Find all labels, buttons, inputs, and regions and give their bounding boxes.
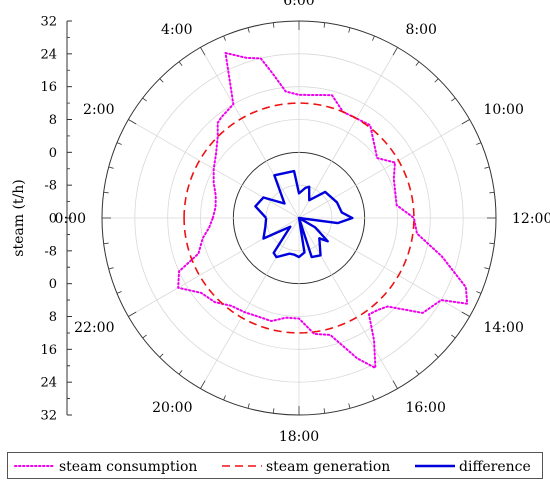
angular-tick (484, 166, 490, 169)
angular-tick (372, 35, 375, 41)
series-2-line (254, 169, 354, 259)
series-0-line (177, 52, 469, 369)
angular-labels: 0:00 2:00 4:00 6:00 8:00 10:00 12:00 14:00 16:00… (55, 0, 550, 445)
radial-tick-label: 0 (49, 212, 57, 227)
series-1-line (183, 102, 415, 334)
hour-label: 22:00 (74, 320, 114, 336)
hour-label: 2:00 (83, 102, 114, 118)
hour-label: 12:00 (512, 211, 550, 227)
legend-label-0: steam consumption (59, 459, 197, 475)
angular-tick (489, 191, 495, 194)
angular-tick (415, 61, 420, 66)
angular-tick (116, 291, 122, 294)
angular-tick (128, 311, 137, 317)
angular-tick (272, 22, 275, 28)
radial-tick-label: 16 (40, 343, 57, 358)
angular-tick (108, 267, 114, 270)
hour-label: 20:00 (152, 400, 192, 416)
radial-tick-label: 0 (49, 277, 57, 292)
angular-tick (159, 353, 164, 358)
hour-label: 4:00 (161, 22, 192, 38)
angular-tick (476, 142, 482, 145)
hour-label: 10:00 (484, 102, 524, 118)
angular-tick (476, 291, 482, 294)
angular-tick (415, 370, 420, 375)
hour-label: 6:00 (283, 0, 314, 9)
radial-tick-label: -8 (44, 244, 57, 259)
angular-tick (159, 78, 164, 83)
angular-tick (223, 395, 226, 401)
angular-tick (434, 353, 439, 358)
grid-spoke (298, 119, 470, 219)
hour-label: 0:00 (55, 211, 86, 227)
angular-tick (434, 78, 439, 83)
grid-spoke (298, 217, 398, 389)
legend-label-1: steam generation (266, 459, 390, 475)
angular-tick (348, 27, 351, 33)
angular-tick (348, 403, 351, 409)
hour-label: 16:00 (406, 400, 446, 416)
angular-tick (128, 119, 137, 125)
angular-tick (247, 403, 250, 409)
angular-tick (461, 311, 470, 317)
radial-tick-label: 32 (40, 15, 57, 30)
radial-tick-label: 32 (40, 409, 57, 424)
angular-tick (461, 119, 470, 125)
angular-tick (247, 27, 250, 33)
angular-tick (108, 166, 114, 169)
angular-tick (272, 408, 275, 414)
radial-tick-label: -8 (44, 179, 57, 194)
radial-tick-label: 24 (40, 376, 57, 391)
angular-tick (178, 370, 183, 375)
angular-tick (372, 395, 375, 401)
angular-tick (451, 334, 456, 339)
radial-tick-label: 8 (49, 113, 57, 128)
angular-tick (451, 97, 456, 102)
radial-tick-label: 8 (49, 310, 57, 325)
radial-axis: 32 24 16 8 0 -8 0 -8 0 8 16 24 32 (40, 15, 72, 424)
angular-tick (103, 191, 109, 194)
angular-tick (200, 47, 206, 56)
radial-tick-label: 0 (49, 146, 57, 161)
grid-spoke (298, 47, 398, 219)
angular-tick (142, 334, 147, 339)
angular-tick (200, 380, 206, 389)
angular-tick (484, 267, 490, 270)
legend-label-2: difference (459, 459, 531, 475)
angular-tick (142, 97, 147, 102)
hour-label: 8:00 (406, 22, 437, 38)
angular-tick (223, 35, 226, 41)
polar-grid (101, 20, 497, 416)
angular-tick (116, 142, 122, 145)
angular-tick (323, 408, 326, 414)
angular-tick (103, 242, 109, 245)
angular-tick (323, 22, 326, 28)
radial-tick-label: 24 (40, 47, 57, 62)
y-axis-title: steam (t/h) (11, 179, 27, 256)
angular-tick (489, 242, 495, 245)
angular-tick (392, 380, 398, 389)
radial-tick-label: 16 (40, 80, 57, 95)
grid-spoke (200, 47, 300, 219)
angular-tick (392, 47, 398, 56)
angular-tick (178, 61, 183, 66)
hour-label: 18:00 (279, 429, 319, 445)
grid-spoke (298, 217, 470, 317)
hour-label: 14:00 (484, 320, 524, 336)
grid-spoke (200, 217, 300, 389)
series-lines (177, 52, 469, 369)
legend: steam consumption steam generation differe… (7, 452, 543, 479)
